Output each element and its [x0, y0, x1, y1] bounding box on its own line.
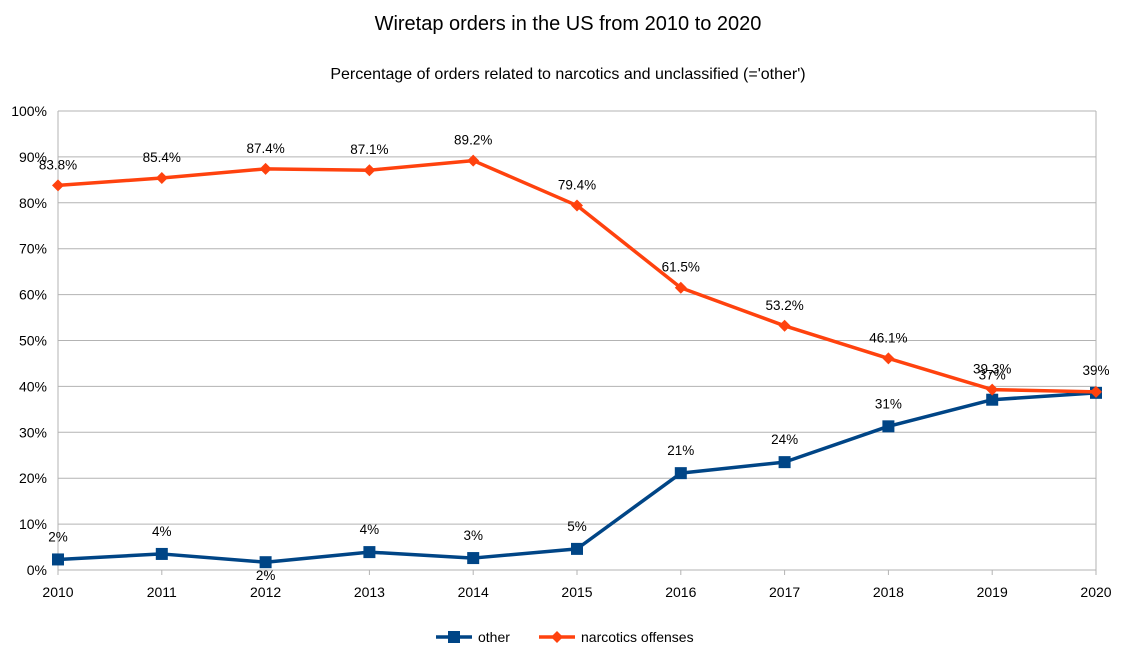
data-point-narcotics	[52, 179, 64, 192]
data-point-other	[882, 420, 895, 433]
data-label: 31%	[875, 396, 902, 411]
data-point-other	[571, 542, 583, 555]
x-tick-label: 2010	[42, 584, 73, 600]
data-point-narcotics	[1090, 385, 1102, 398]
data-point-narcotics	[155, 172, 168, 185]
data-point-narcotics	[882, 352, 895, 365]
data-label: 87.4%	[246, 141, 284, 156]
x-tick-label: 2016	[665, 584, 696, 600]
y-tick-label: 70%	[19, 241, 47, 257]
x-tick-label: 2012	[250, 584, 281, 600]
y-tick-label: 90%	[19, 149, 47, 165]
data-label: 89.2%	[454, 133, 492, 148]
data-label: 39%	[1082, 363, 1109, 378]
x-tick-label: 2014	[458, 584, 489, 600]
data-label: 24%	[771, 432, 798, 447]
data-label: 37%	[979, 368, 1006, 383]
data-label: 5%	[567, 519, 587, 534]
data-point-other	[363, 546, 376, 559]
data-point-narcotics	[571, 199, 583, 212]
y-tick-label: 50%	[19, 333, 47, 349]
x-tick-label: 2015	[561, 584, 592, 600]
data-point-narcotics	[986, 383, 999, 396]
data-label: 3%	[463, 528, 483, 543]
series-lines	[52, 154, 1102, 569]
data-point-other	[155, 547, 168, 560]
data-label: 2%	[256, 568, 276, 583]
y-tick-label: 60%	[19, 287, 47, 303]
data-point-narcotics	[778, 319, 791, 332]
series-line-other	[57, 391, 1097, 564]
data-label: 87.1%	[350, 142, 388, 157]
chart-title: Wiretap orders in the US from 2010 to 20…	[375, 13, 762, 35]
y-axis-ticks: 0% 10% 20% 30% 40% 50% 60% 70% 80% 90% 100%	[11, 103, 47, 578]
data-point-narcotics	[674, 281, 687, 294]
y-tick-label: 20%	[19, 470, 47, 486]
data-point-narcotics	[467, 154, 480, 167]
legend-marker-square	[448, 631, 460, 643]
x-axis-ticks: 2010 2011 2012 2013 2014 2015 2016 2017 2018 2019…	[42, 570, 1112, 600]
data-point-other	[778, 456, 791, 469]
data-label: 39.3%	[973, 362, 1011, 377]
data-label: 4%	[360, 522, 380, 537]
data-point-other	[467, 552, 480, 565]
x-tick-label: 2013	[354, 584, 385, 600]
series-line-narcotics-offenses	[57, 158, 1097, 394]
legend-marker-diamond	[551, 631, 563, 643]
data-point-other	[259, 556, 272, 569]
y-tick-label: 10%	[19, 516, 47, 532]
legend: other narcotics offenses	[436, 629, 694, 645]
x-tick-label: 2011	[147, 584, 177, 600]
data-label: 85.4%	[143, 150, 181, 165]
x-tick-label: 2017	[769, 584, 800, 600]
data-label: 83.8%	[39, 157, 77, 172]
data-point-other	[52, 553, 64, 566]
data-label: 53.2%	[765, 298, 803, 313]
data-point-narcotics	[363, 164, 376, 177]
x-tick-label: 2020	[1080, 584, 1111, 600]
chart-subtitle: Percentage of orders related to narcotic…	[330, 66, 805, 83]
data-label: 46.1%	[869, 330, 907, 345]
y-tick-label: 100%	[11, 103, 47, 119]
data-label: 61.5%	[662, 260, 700, 275]
y-tick-label: 0%	[27, 562, 47, 578]
legend-label: other	[478, 629, 510, 645]
x-tick-label: 2019	[977, 584, 1008, 600]
data-point-other	[986, 393, 999, 406]
data-point-narcotics	[259, 162, 272, 175]
data-labels: 2% 4% 2% 4% 3% 5% 21% 24% 31% 37% 39% 83.8% 85.4% 87.…	[39, 133, 1110, 584]
y-tick-label: 80%	[19, 195, 47, 211]
x-tick-label: 2018	[873, 584, 904, 600]
y-tick-label: 40%	[19, 378, 47, 394]
legend-label: narcotics offenses	[581, 629, 694, 645]
data-label: 79.4%	[558, 178, 596, 193]
data-label: 2%	[48, 529, 68, 544]
data-label: 4%	[152, 524, 172, 539]
data-point-other	[674, 467, 687, 480]
data-label: 21%	[667, 443, 694, 458]
y-tick-label: 30%	[19, 424, 47, 440]
